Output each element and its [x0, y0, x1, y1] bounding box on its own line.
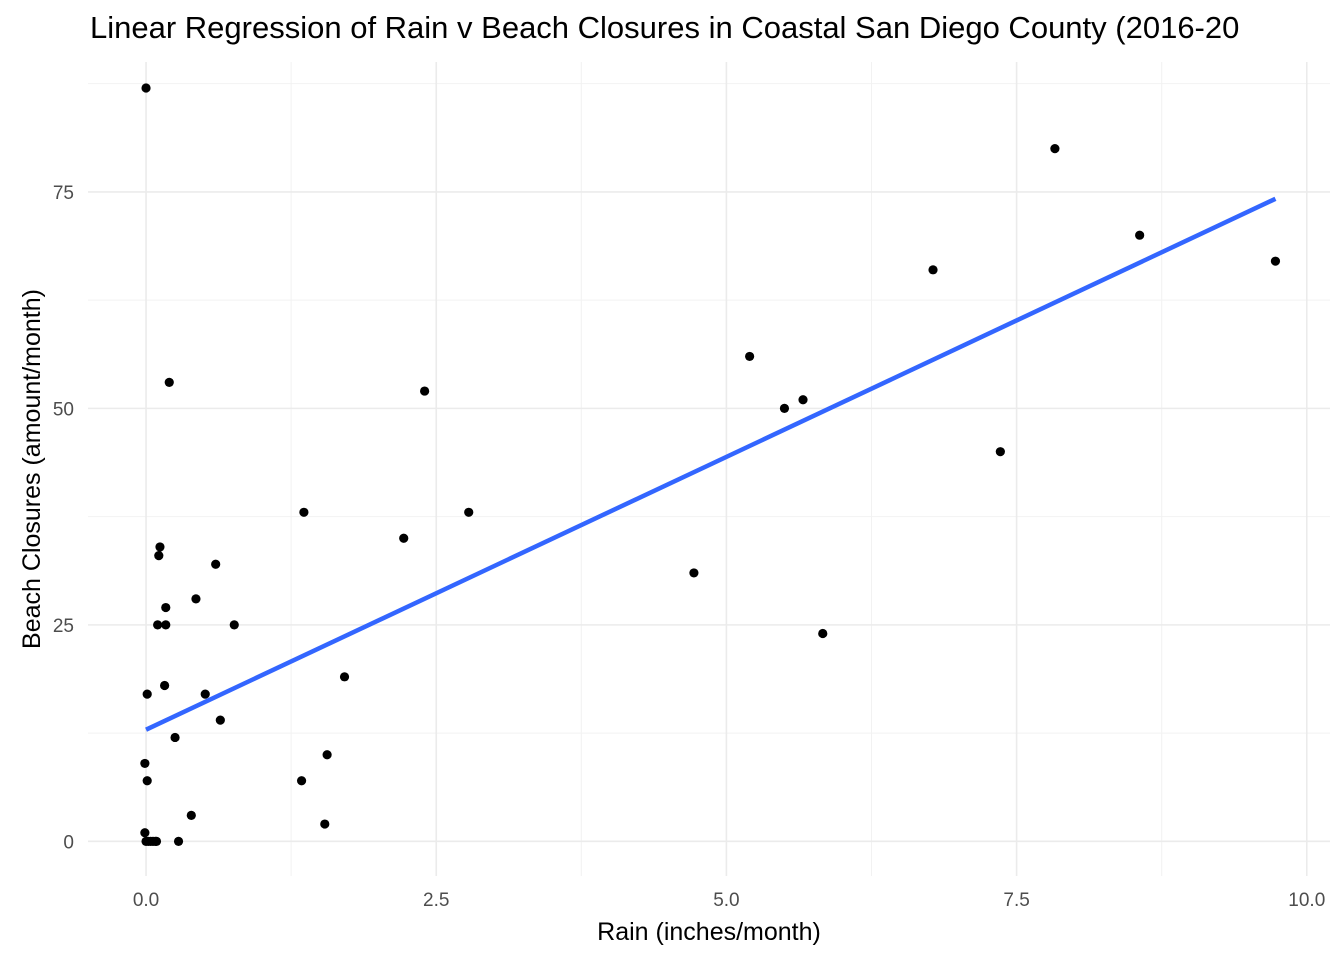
y-tick-label: 0	[63, 832, 74, 853]
data-point	[1050, 143, 1060, 154]
data-point	[142, 689, 152, 699]
data-point	[142, 776, 152, 786]
y-axis-ticks: 0 25 50 75	[53, 183, 74, 853]
data-point	[215, 715, 225, 725]
data-point	[173, 836, 184, 846]
data-point	[153, 620, 163, 630]
data-point	[140, 758, 150, 769]
y-tick-label: 50	[53, 399, 74, 420]
y-tick-label: 75	[53, 183, 74, 204]
data-point	[191, 594, 201, 604]
data-point	[464, 507, 474, 517]
data-point	[689, 568, 699, 578]
data-point	[200, 689, 210, 699]
x-tick-label: 2.5	[423, 890, 449, 911]
y-axis-title: Beach Closures (amount/month)	[18, 289, 46, 649]
data-point	[170, 732, 180, 743]
x-axis-title: Rain (inches/month)	[597, 918, 821, 946]
data-point	[211, 559, 221, 569]
regression-line	[145, 196, 1277, 732]
data-point	[140, 828, 150, 838]
regression-line-group	[145, 196, 1277, 732]
x-tick-label: 0.0	[133, 890, 159, 911]
x-tick-label: 7.5	[1003, 890, 1029, 911]
data-point	[1135, 230, 1145, 240]
data-point	[154, 550, 164, 561]
y-tick-label: 25	[53, 616, 74, 637]
data-point	[1270, 256, 1281, 266]
data-points	[140, 83, 1281, 846]
data-point	[299, 507, 309, 517]
data-point	[995, 447, 1005, 457]
data-point	[339, 672, 350, 682]
x-axis-ticks: 0.0 2.5 5.0 7.5 10.0	[133, 890, 1325, 911]
data-point	[161, 620, 171, 630]
chart-title: Linear Regression of Rain v Beach Closur…	[90, 10, 1240, 45]
major-gridlines	[88, 62, 1330, 876]
data-point	[818, 628, 828, 639]
data-point	[399, 533, 409, 543]
data-point	[320, 819, 330, 829]
data-point	[420, 386, 430, 396]
data-point	[745, 351, 755, 362]
data-point	[779, 403, 790, 413]
data-point	[160, 680, 170, 691]
data-point	[161, 602, 171, 613]
data-point	[186, 810, 196, 820]
data-point	[296, 776, 307, 786]
data-point	[798, 395, 808, 405]
data-point	[229, 620, 239, 630]
data-point	[928, 265, 938, 275]
x-tick-label: 5.0	[713, 890, 739, 911]
data-point	[164, 377, 174, 388]
data-point	[155, 542, 165, 552]
x-tick-label: 10.0	[1288, 890, 1325, 911]
minor-gridlines	[88, 62, 1330, 876]
data-point	[322, 750, 332, 760]
data-point	[141, 83, 151, 93]
data-point	[151, 836, 162, 846]
